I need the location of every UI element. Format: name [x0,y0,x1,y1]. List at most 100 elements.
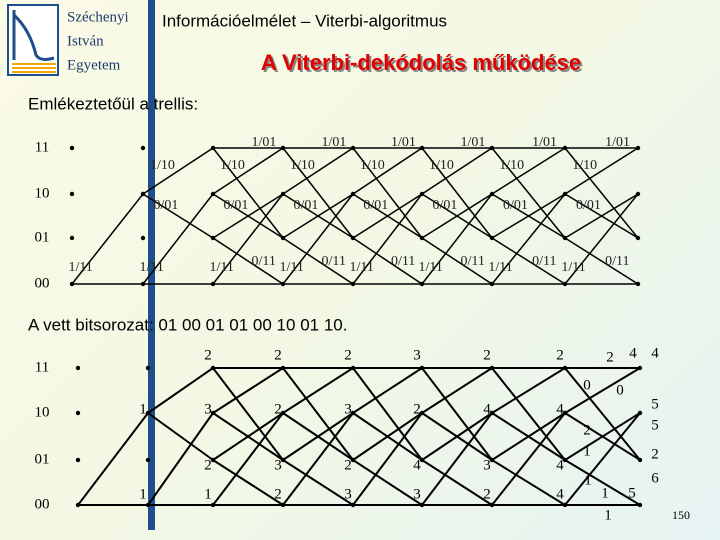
path-metric: 4 [556,486,564,502]
edge-label: 1/01 [461,135,486,150]
divider-bar [148,0,155,530]
edge-label: 0/01 [224,198,249,213]
state-label: 00 [35,275,50,291]
trellis-edge [212,237,284,285]
trellis-node [562,235,568,241]
edge-label: 1/01 [605,135,630,150]
trellis-node [145,457,151,463]
trellis-edge [491,147,566,239]
edge-label: 1/10 [150,158,175,173]
logo: Széchenyi István Egyetem [7,4,129,76]
final-metric: 5 [651,417,659,433]
logo-waves [12,63,56,73]
final-metric: 4 [651,345,659,361]
trellis-edge [352,147,423,239]
path-metric: 4 [556,457,564,473]
trellis-edge [212,459,284,506]
trellis-node [419,235,425,241]
trellis-node [210,191,216,197]
trellis-node [280,235,286,241]
path-metric: 2 [274,486,282,502]
state-label: 11 [35,139,49,155]
edge-label: 1/10 [220,158,245,173]
trellis-node [635,235,641,241]
trellis-edge [491,412,566,506]
edge-label: 0/01 [576,198,601,213]
trellis-edge [147,412,214,506]
trellis-edge [491,367,566,414]
trellis-node [280,145,286,151]
trellis-edge [71,193,144,285]
edge-label: 0/01 [503,198,528,213]
path-metric: 2 [413,401,421,417]
trellis-edge [352,412,423,506]
trellis-node [350,457,356,463]
trellis-node [562,457,568,463]
trellis-node [562,191,568,197]
trellis-edge [352,147,423,195]
edge-label: 1/01 [391,135,416,150]
edge-label: 0/11 [322,254,346,269]
final-metric: 5 [651,396,659,412]
final-metric: 5 [628,485,636,501]
intro: Emlékeztetőül a trellis: [28,94,198,113]
trellis-node [140,281,146,287]
edge-label: 1/01 [322,135,347,150]
trellis-edge [352,412,423,461]
page-number: 150 [672,508,690,522]
trellis-node [280,281,286,287]
slide-title-shadow: A Viterbi-dekódolás működése [263,52,583,77]
edge-label: 0/11 [391,254,415,269]
trellis-edge [282,459,354,506]
edge-label: 1/11 [210,260,234,275]
trellis-edge [564,193,639,239]
trellis-edge [491,367,566,461]
logo-text: István [67,33,104,49]
trellis-node [489,235,495,241]
trellis-node [419,502,425,508]
final-metric: 1 [601,485,609,501]
trellis-node [210,457,216,463]
trellis-node [350,281,356,287]
path-metric: 3 [413,347,421,363]
trellis-edge [421,147,493,239]
trellis-edge [421,237,493,285]
trellis-edge [77,412,149,506]
edge-label: 0/11 [461,254,485,269]
edge-label: 0/01 [433,198,458,213]
path-metric: 2 [344,347,352,363]
trellis-node [350,145,356,151]
edge-label: 1/01 [532,135,557,150]
state-label: 01 [35,229,50,245]
trellis-node [489,502,495,508]
path-metric: 2 [204,347,212,363]
path-metric: 3 [274,457,282,473]
trellis-node [69,191,75,197]
trellis-node [635,281,641,287]
trellis-edge [282,412,354,506]
trellis-edge [352,193,423,285]
trellis-edge [282,367,354,414]
trellis-edge [564,459,641,506]
final-metric: 1 [604,507,612,523]
trellis-node [140,235,146,241]
trellis-node [75,457,81,463]
trellis-node [637,410,643,416]
path-metric: 2 [483,347,491,363]
path-metric: 3 [483,457,491,473]
trellis-edge [282,412,354,461]
trellis-node [489,365,495,371]
final-metric: 2 [651,446,659,462]
trellis-node [635,191,641,197]
final-metric: 4 [629,345,637,361]
trellis-node [562,281,568,287]
path-metric: 1 [139,401,147,417]
trellis-edge [212,412,284,506]
trellis-edge [212,367,284,461]
final-metric: 2 [583,422,591,438]
final-metric: 6 [651,470,659,486]
trellis-node [489,281,495,287]
trellis-node [419,145,425,151]
